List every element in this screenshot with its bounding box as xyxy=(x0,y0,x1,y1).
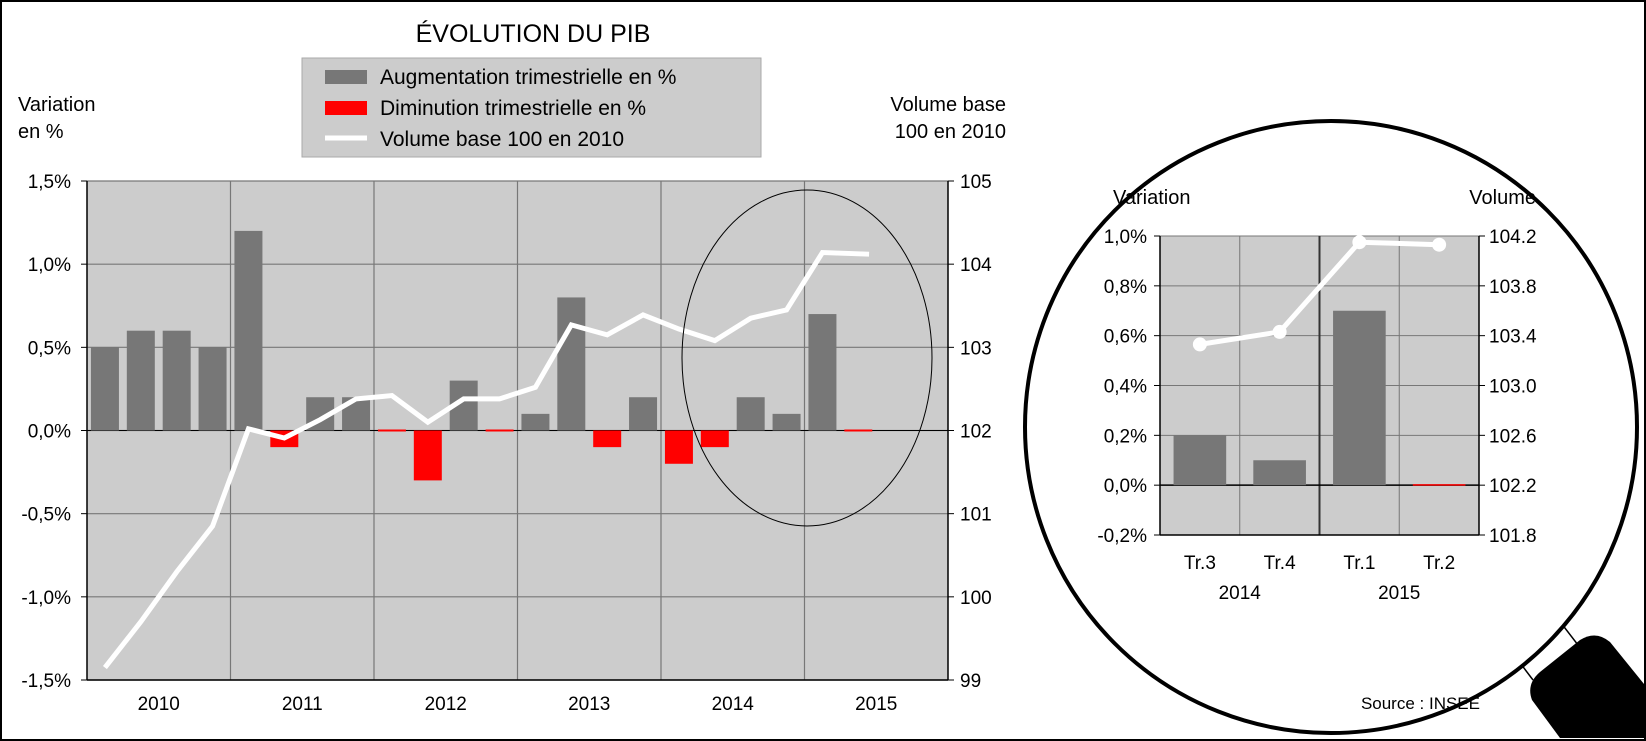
legend-swatch-decrease xyxy=(325,101,367,115)
zoom-highlight-ellipse xyxy=(681,189,933,527)
inset-y-tick-label-right: 102.2 xyxy=(1489,476,1537,497)
inset-y-tick-label-left: 0,6% xyxy=(1104,327,1147,348)
y-tick-label-left: 1,5% xyxy=(28,172,71,193)
bar-increase xyxy=(557,297,586,431)
inset-volume-marker xyxy=(1192,337,1207,352)
bar-increase xyxy=(234,230,263,431)
magnifier-handle-grip xyxy=(1530,635,1644,738)
inset-volume-marker xyxy=(1432,237,1447,252)
bar-increase xyxy=(90,347,119,431)
bar-decrease xyxy=(485,429,514,432)
bar-decrease xyxy=(844,429,873,432)
y-tick-label-right: 101 xyxy=(960,505,992,526)
inset-y-tick-label-left: 0,8% xyxy=(1104,277,1147,298)
x-tick-label-year: 2013 xyxy=(568,694,610,715)
inset-y-tick-label-right: 103.4 xyxy=(1489,327,1537,348)
inset-right-axis-title: Volume xyxy=(1469,187,1536,209)
bar-increase xyxy=(198,347,227,431)
y-tick-label-right: 102 xyxy=(960,422,992,443)
inset-x-tick-label-quarter: Tr.3 xyxy=(1184,553,1216,574)
legend-label-decrease: Diminution trimestrielle en % xyxy=(380,97,646,120)
y-tick-label-right: 105 xyxy=(960,172,992,193)
right-axis-title-line2: 100 en 2010 xyxy=(895,121,1006,143)
y-tick-label-left: -1,0% xyxy=(21,588,71,609)
bar-increase xyxy=(521,413,550,431)
main-chart: -1,5% 99 -1,0% 100 -0,5% 101 0,0% 102 0,5% 103 1,0… xyxy=(21,172,992,715)
legend: Augmentation trimestrielle en % Diminuti… xyxy=(301,57,762,158)
bar-increase xyxy=(736,397,765,431)
x-tick-label-year: 2011 xyxy=(282,694,323,715)
inset-volume-line xyxy=(1199,239,1440,347)
inset-x-tick-label-year: 2014 xyxy=(1219,583,1262,604)
y-tick-label-left: 0,0% xyxy=(28,422,71,443)
x-tick-label-year: 2014 xyxy=(712,694,755,715)
inset-y-tick-label-right: 101.8 xyxy=(1489,526,1537,547)
inset-chart: -0,2% 101.8 0,0% 102.2 0,2% 102.6 0,4% 103.0 0,6… xyxy=(1097,227,1537,604)
x-tick-label-year: 2010 xyxy=(138,694,180,715)
inset-x-tick-label-year: 2015 xyxy=(1378,583,1420,604)
inset-y-tick-label-left: 1,0% xyxy=(1104,227,1147,248)
bar-increase xyxy=(162,330,191,431)
chart-title: ÉVOLUTION DU PIB xyxy=(416,19,651,48)
x-tick-label-year: 2015 xyxy=(855,694,897,715)
inset-bar-increase xyxy=(1253,460,1306,486)
inset-bar-decrease xyxy=(1412,484,1466,486)
inset-bar-increase xyxy=(1173,435,1227,486)
x-tick-label-year: 2012 xyxy=(425,694,467,715)
y-tick-label-right: 103 xyxy=(960,338,992,359)
inset-x-tick-label-quarter: Tr.1 xyxy=(1343,553,1375,574)
right-axis-title-line1: Volume base xyxy=(890,94,1006,116)
inset-y-tick-label-left: 0,2% xyxy=(1104,426,1147,447)
bar-increase xyxy=(772,413,801,431)
inset-y-tick-label-left: 0,4% xyxy=(1104,377,1147,398)
y-tick-label-left: -0,5% xyxy=(21,505,71,526)
bar-decrease xyxy=(413,430,442,481)
inset-y-tick-label-left: 0,0% xyxy=(1104,476,1147,497)
y-tick-label-left: 0,5% xyxy=(28,338,71,359)
inset-x-tick-label-quarter: Tr.2 xyxy=(1423,553,1455,574)
inset-x-tick-label-quarter: Tr.4 xyxy=(1264,553,1296,574)
legend-label-volume: Volume base 100 en 2010 xyxy=(380,128,624,151)
bar-increase xyxy=(808,314,837,431)
source-note: Source : INSEE xyxy=(1361,694,1480,713)
y-tick-label-left: 1,0% xyxy=(28,255,71,276)
inset-y-tick-label-left: -0,2% xyxy=(1097,526,1147,547)
inset-volume-marker xyxy=(1352,235,1367,250)
left-axis-title-line2: en % xyxy=(18,121,64,143)
bar-increase xyxy=(126,330,155,431)
bar-decrease xyxy=(593,430,622,448)
inset-bar-increase xyxy=(1333,310,1386,486)
y-tick-label-left: -1,5% xyxy=(21,671,71,692)
y-tick-label-right: 100 xyxy=(960,588,992,609)
legend-box xyxy=(301,57,762,158)
inset-y-tick-label-right: 104.2 xyxy=(1489,227,1537,248)
y-tick-label-right: 104 xyxy=(960,255,992,276)
inset-left-axis-title: Variation xyxy=(1113,187,1190,209)
inset-y-tick-label-right: 103.8 xyxy=(1489,277,1537,298)
inset-volume-marker xyxy=(1272,324,1287,339)
bar-decrease xyxy=(664,430,693,464)
bar-decrease xyxy=(377,429,406,432)
inset-y-tick-label-right: 102.6 xyxy=(1489,426,1537,447)
inset-y-tick-label-right: 103.0 xyxy=(1489,377,1537,398)
left-axis-title-line1: Variation xyxy=(18,94,95,116)
bar-increase xyxy=(629,397,658,431)
bar-decrease xyxy=(700,430,729,448)
legend-swatch-increase xyxy=(325,70,367,84)
volume-line xyxy=(102,249,870,670)
y-tick-label-right: 99 xyxy=(960,671,981,692)
legend-label-increase: Augmentation trimestrielle en % xyxy=(380,66,676,89)
